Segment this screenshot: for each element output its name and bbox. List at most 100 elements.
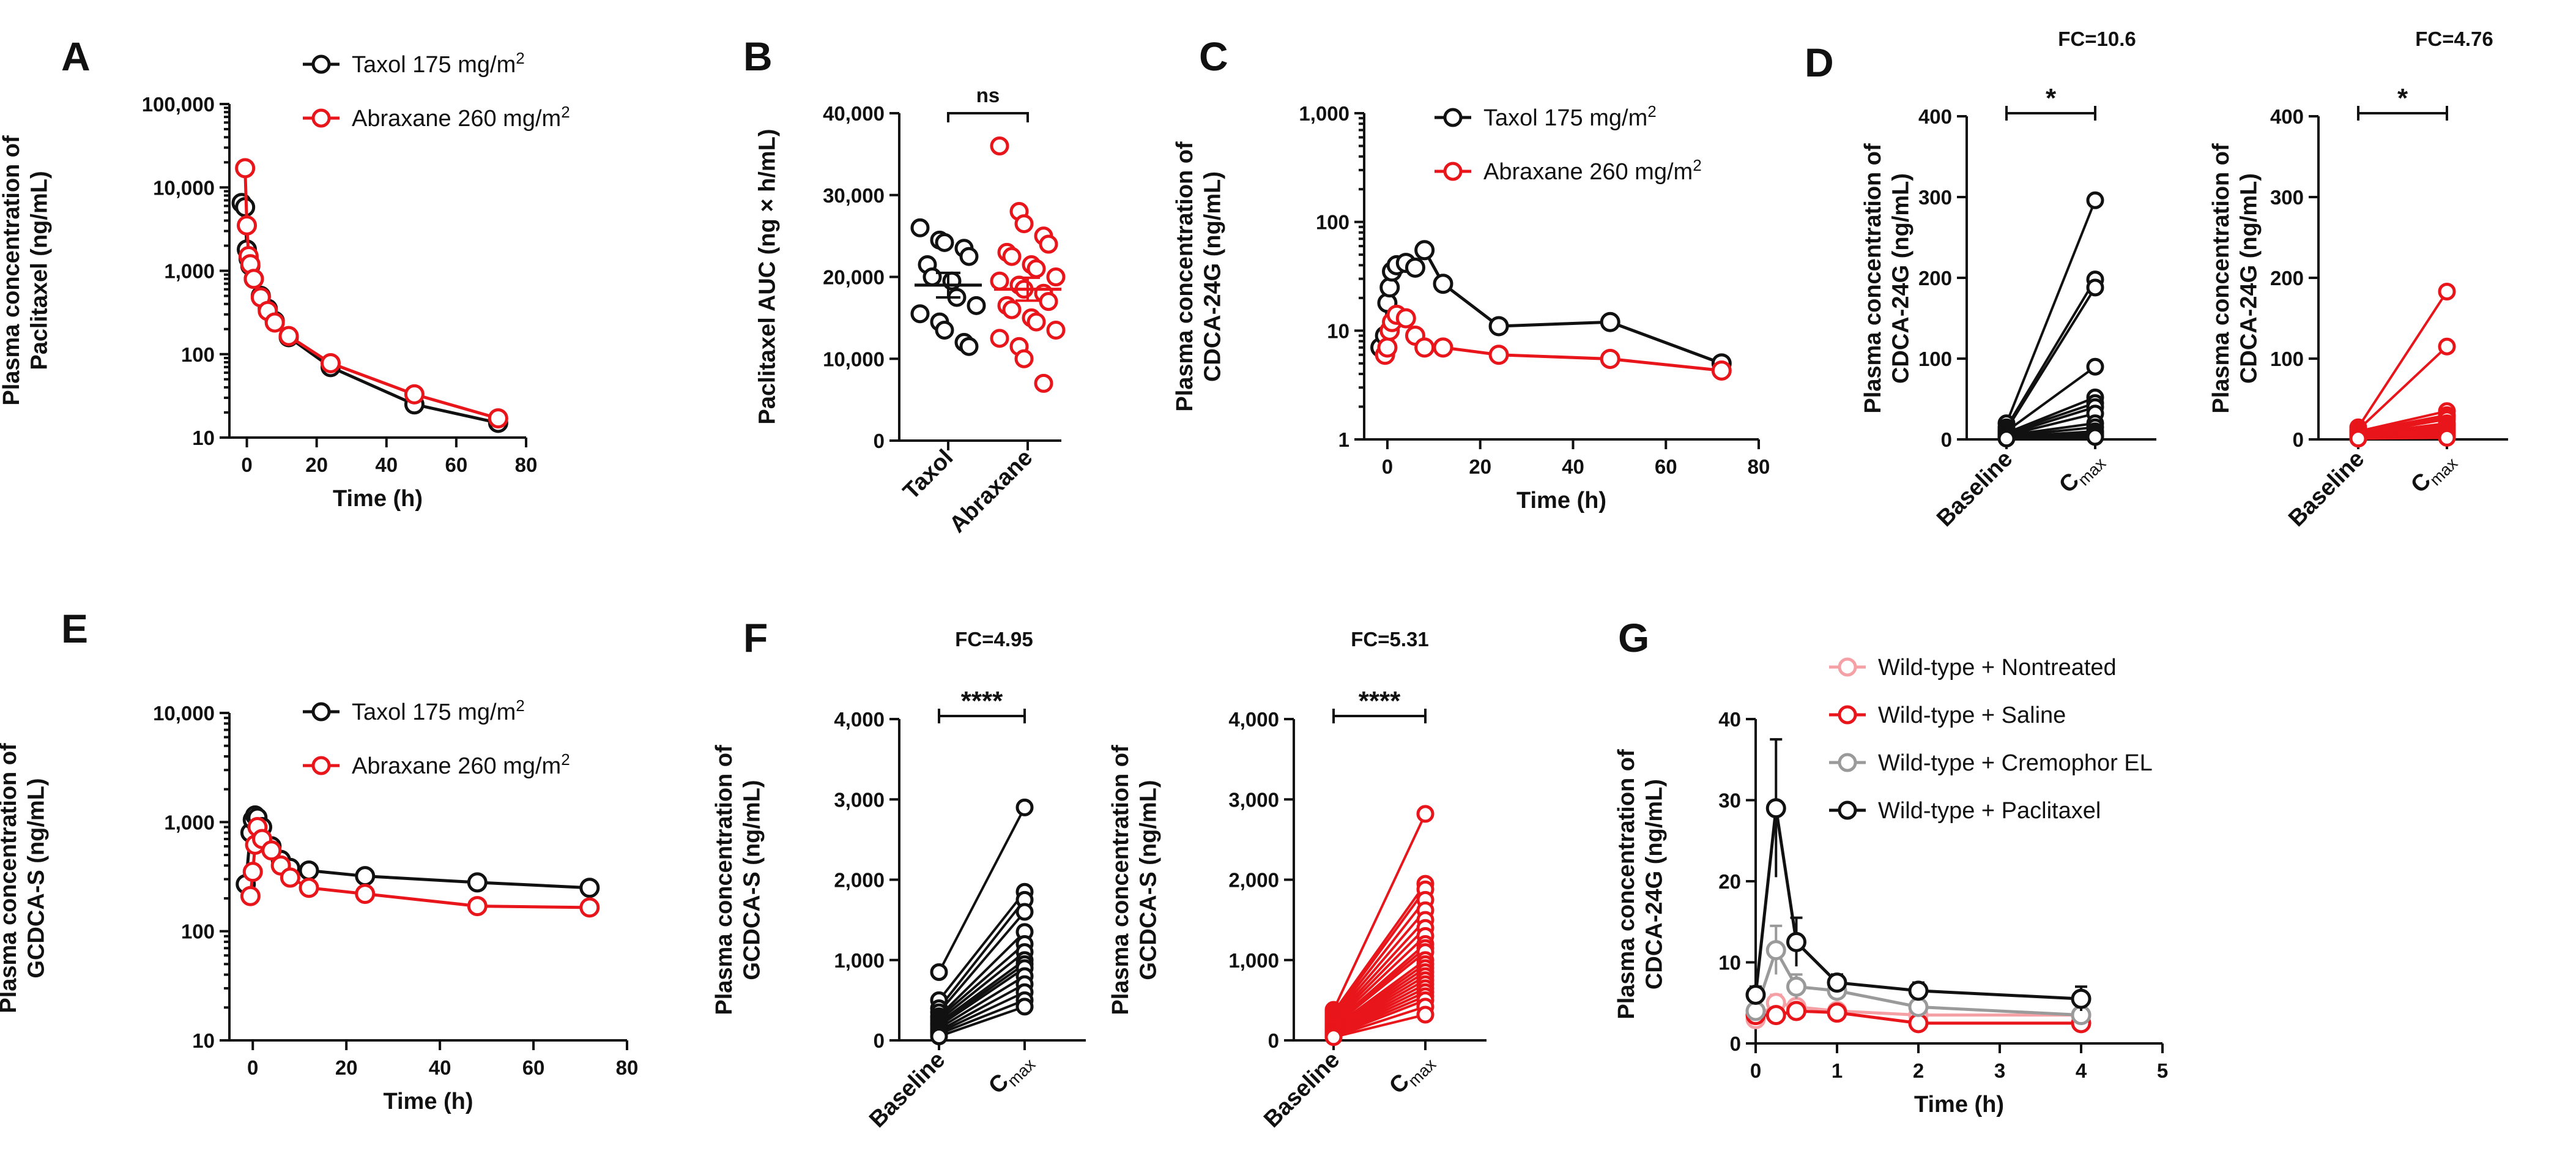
F-cmax-point <box>1015 903 1034 921</box>
F-y-axis-title: Plasma concentration ofGCDCA-S (ng/mL) <box>711 745 765 1015</box>
G-data-point <box>2071 988 2092 1009</box>
F-x-label-cmax: Cmax <box>1384 1046 1439 1102</box>
F-pair-line <box>938 963 1026 1026</box>
G-x-axis-title: Time (h) <box>1914 1092 2004 1117</box>
F-baseline-point <box>930 1027 948 1045</box>
F-pair-line <box>938 983 1025 1032</box>
E-data-point <box>467 896 488 917</box>
G-data-point <box>1745 1001 1766 1021</box>
E-data-point <box>240 886 261 906</box>
F-pair-line <box>1332 934 1427 1024</box>
F-baseline-point <box>930 963 948 981</box>
E-y-axis-title: Plasma concentration ofGCDCA-S (ng/mL) <box>0 743 50 1013</box>
E-legend-label: Abraxane 260 mg/m2 <box>352 750 570 779</box>
C-data-point <box>1377 337 1398 358</box>
B-data-point <box>1039 292 1058 311</box>
B-significance-bracket <box>947 112 1029 122</box>
B-data-point <box>959 337 979 356</box>
G-series-line-3 <box>1754 808 2082 1001</box>
D-cmax-point <box>2438 282 2456 300</box>
F-pair-line <box>1333 994 1426 1036</box>
D-baseline-point <box>2349 430 2367 448</box>
F-pair-line <box>938 975 1026 1030</box>
D-pair-line <box>2006 422 2096 437</box>
F-y-tick-label: 4,000 <box>834 708 885 731</box>
C-data-point <box>1433 274 1453 294</box>
F-cmax-point <box>1416 1005 1435 1024</box>
B-data-point <box>935 320 954 340</box>
C-data-point <box>1433 337 1453 358</box>
C-data-point <box>1379 277 1400 298</box>
D-y-tick-label: 200 <box>2270 267 2304 289</box>
G-data-point <box>1908 980 1929 1001</box>
G-x-tick-label: 4 <box>2076 1059 2087 1082</box>
B-data-point <box>935 233 954 252</box>
E-x-tick-label: 0 <box>247 1056 258 1079</box>
F-y-tick-label: 4,000 <box>1228 708 1279 731</box>
D-cmax-point <box>2086 278 2104 297</box>
C-data-point <box>1414 337 1435 358</box>
D-pair-line <box>2005 286 2096 431</box>
G-series-line-2 <box>1754 946 2082 1017</box>
F-cmax-point <box>1416 805 1435 823</box>
A-y-tick-label: 10 <box>192 427 215 449</box>
F-y-axis-title: Plasma concentration ofGCDCA-S (ng/mL) <box>1108 745 1162 1015</box>
F-pair-line <box>938 991 1025 1034</box>
C-x-tick-label: 60 <box>1655 455 1677 478</box>
C-x-tick-label: 40 <box>1562 455 1584 478</box>
F-y-tick-label: 0 <box>1268 1029 1279 1052</box>
A-y-tick-label: 1,000 <box>164 260 215 283</box>
F-pair-line <box>938 807 1026 973</box>
D-pair-line <box>2006 406 2096 436</box>
B-data-point <box>1026 259 1046 278</box>
B-category-label: Abraxane <box>945 445 1037 538</box>
E-data-point <box>242 862 263 882</box>
B-data-point <box>1002 300 1022 319</box>
D-cmax-point <box>2086 357 2104 376</box>
panel-label-B: B <box>743 34 773 79</box>
B-data-point <box>910 218 930 237</box>
F-pair-line <box>1333 1005 1426 1038</box>
G-data-point <box>1786 1001 1806 1021</box>
panel-label-E: E <box>61 606 88 651</box>
A-data-point <box>278 326 299 346</box>
D-y-tick-label: 400 <box>1918 105 1952 128</box>
F-pair-line <box>1332 909 1427 1019</box>
D-fold-change-title: FC=10.6 <box>2058 28 2136 50</box>
F-y-tick-label: 1,000 <box>834 949 885 972</box>
D-pair-line <box>2358 409 2448 433</box>
B-data-point <box>1046 320 1066 340</box>
E-x-tick-label: 40 <box>429 1056 451 1079</box>
E-x-tick-label: 80 <box>616 1056 639 1079</box>
A-data-point <box>243 269 264 289</box>
B-data-point <box>990 329 1009 348</box>
F-x-label-baseline: Baseline <box>1259 1047 1345 1133</box>
D-cmax-point <box>2086 428 2104 446</box>
C-y-tick-label: 10 <box>1327 319 1349 342</box>
G-data-point <box>1827 972 1847 993</box>
A-x-tick-label: 0 <box>241 453 252 476</box>
F-pair-line <box>938 951 1026 1021</box>
A-x-tick-label: 60 <box>445 453 468 476</box>
E-y-tick-label: 10,000 <box>153 702 215 725</box>
A-x-axis-title: Time (h) <box>333 486 423 512</box>
F-pair-line <box>1332 951 1427 1027</box>
B-y-tick-label: 20,000 <box>823 266 885 289</box>
F-y-tick-label: 3,000 <box>1228 788 1279 811</box>
C-legend-marker <box>1443 162 1463 181</box>
panel-label-D: D <box>1805 40 1834 85</box>
E-data-point <box>579 878 600 898</box>
C-x-axis-title: Time (h) <box>1516 488 1606 513</box>
G-y-axis-title: Plasma concentration ofCDCA-24G (ng/mL) <box>1614 749 1668 1020</box>
B-data-point <box>1014 349 1034 368</box>
D-y-axis-title: Plasma concentration ofCDCA-24G (ng/mL) <box>2208 143 2262 414</box>
D-baseline-point <box>1997 430 2016 448</box>
E-y-tick-label: 1,000 <box>164 811 215 834</box>
D-x-label-baseline: Baseline <box>1932 446 2017 532</box>
F-pair-line <box>938 899 1026 1009</box>
A-data-point <box>237 215 258 236</box>
B-data-point <box>1026 312 1046 332</box>
F-significance-label: **** <box>961 686 1003 716</box>
panel-label-C: C <box>1199 34 1228 79</box>
